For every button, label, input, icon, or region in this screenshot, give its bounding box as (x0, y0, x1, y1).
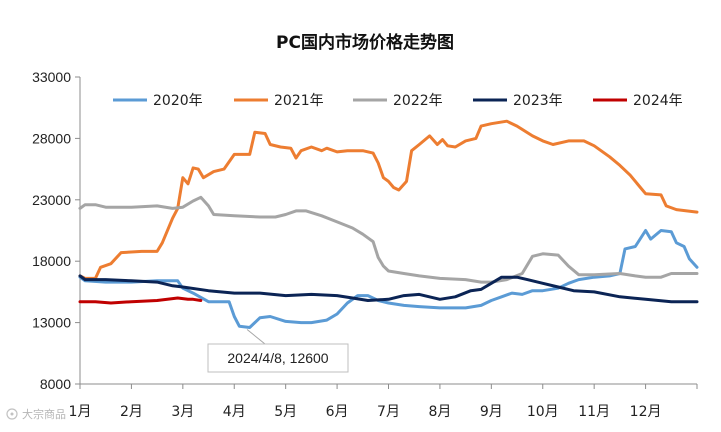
x-tick-label: 4月 (223, 404, 246, 420)
x-tick-label: 1月 (69, 404, 92, 420)
legend-label: 2023年 (513, 93, 563, 109)
x-tick-label: 10月 (527, 404, 559, 420)
callout-box (207, 343, 349, 373)
y-tick-label: 8000 (40, 376, 71, 392)
legend: 2020年 2021年 2022年 2023年 2024年 (113, 93, 683, 109)
watermark-icon (6, 408, 18, 420)
series-line-2024 (78, 296, 203, 305)
series-line-2020 (78, 229, 699, 329)
x-tick-label: 8月 (428, 404, 451, 420)
x-tick-label: 3月 (171, 404, 194, 420)
x-tick-label: 5月 (274, 404, 297, 420)
chart-title: PC国内市场价格走势图 (276, 32, 454, 53)
legend-label: 2021年 (274, 93, 324, 109)
callout-label: 2024/4/8, 12600 (227, 350, 328, 366)
x-tick-label: 9月 (480, 404, 503, 420)
callout-leader (246, 329, 266, 345)
y-tick-label: 18000 (32, 253, 71, 269)
series-line-2023 (78, 274, 699, 304)
x-tick-label: 12月 (630, 404, 662, 420)
watermark-text: 大宗商品 (22, 407, 66, 421)
legend-label: 2020年 (153, 93, 203, 109)
x-tick-label: 11月 (578, 404, 610, 420)
y-tick-label: 13000 (32, 315, 71, 331)
series-layer (78, 119, 699, 329)
x-tick-label: 6月 (326, 404, 349, 420)
series-line-2021 (78, 119, 699, 280)
x-tick-label: 2月 (120, 404, 143, 420)
y-axis: 8000 13000 18000 23000 28000 33000 (32, 69, 81, 392)
series-line-2022 (78, 195, 699, 284)
legend-label: 2024年 (633, 93, 683, 109)
annotation-layer: 2024/4/8, 12600 (207, 329, 349, 373)
x-tick-label: 7月 (377, 404, 400, 420)
y-tick-label: 28000 (32, 130, 71, 146)
y-tick-label: 33000 (32, 69, 71, 85)
legend-label: 2022年 (393, 93, 443, 109)
watermark: 大宗商品 (6, 407, 66, 421)
x-axis: 1月 2月 3月 4月 5月 6月 7月 8月 9月 10月 11月 12月 (69, 383, 698, 420)
y-tick-label: 23000 (32, 192, 71, 208)
